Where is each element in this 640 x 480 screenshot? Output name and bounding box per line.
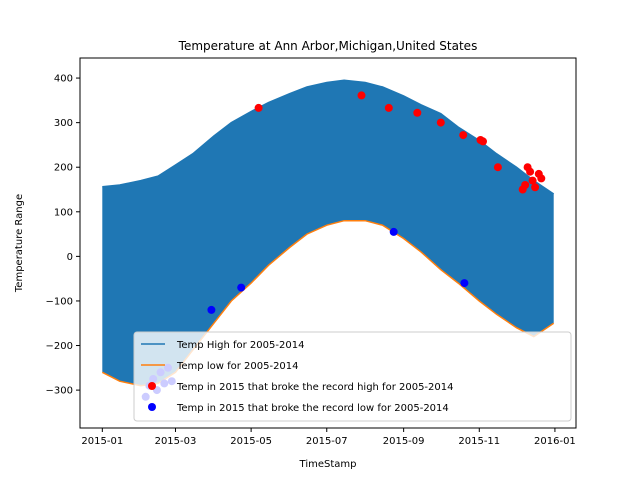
x-axis-label: TimeStamp <box>299 459 357 470</box>
legend-box <box>133 331 572 422</box>
legend-label-low: Temp low for 2005-2014 <box>176 361 299 372</box>
record-high-point <box>413 108 422 117</box>
record-high-point <box>537 174 546 183</box>
record-high-point <box>254 103 263 112</box>
y-tick-label: −100 <box>46 296 73 307</box>
legend-swatch-record-low <box>148 403 156 411</box>
y-tick-label: −300 <box>46 386 73 397</box>
x-tick-label: 2016-01 <box>534 436 576 447</box>
x-tick-label: 2015-11 <box>458 436 500 447</box>
y-tick-label: 400 <box>54 74 73 85</box>
record-high-point <box>436 118 445 127</box>
chart-title: Temperature at Ann Arbor,Michigan,United… <box>178 39 478 53</box>
x-tick-label: 2015-09 <box>383 436 425 447</box>
record-high-point <box>493 163 502 172</box>
y-tick-label: 100 <box>54 207 73 218</box>
x-tick-label: 2015-05 <box>230 436 272 447</box>
legend-label-record-low: Temp in 2015 that broke the record low f… <box>176 403 449 414</box>
record-high-point <box>357 91 366 100</box>
record-low-point <box>207 305 216 314</box>
y-tick-label: −200 <box>46 341 73 352</box>
y-axis-label: Temperature Range <box>14 194 25 293</box>
legend-label-high: Temp High for 2005-2014 <box>176 340 304 351</box>
record-high-point <box>526 167 535 176</box>
record-low-point <box>237 283 246 292</box>
y-tick-label: 200 <box>54 163 73 174</box>
record-high-point <box>459 131 468 140</box>
x-axis: 2015-01 2015-03 2015-05 2015-07 2015-09 2015-… <box>81 428 576 447</box>
x-tick-label: 2015-07 <box>306 436 348 447</box>
record-high-point <box>384 103 393 112</box>
record-high-point <box>521 181 530 189</box>
legend-label-record-high: Temp in 2015 that broke the record high … <box>176 382 454 393</box>
legend-swatch-record-high <box>148 382 156 390</box>
x-tick-label: 2015-01 <box>81 436 123 447</box>
legend: Temp High for 2005-2014 Temp low for 200… <box>133 331 572 422</box>
record-low-point <box>460 279 469 288</box>
record-low-point <box>389 227 398 236</box>
y-axis: −300 −200 −100 0 100 200 300 400 <box>46 74 80 397</box>
y-tick-label: 300 <box>54 118 73 129</box>
y-tick-label: 0 <box>67 252 73 263</box>
record-high-point <box>531 183 540 192</box>
x-tick-label: 2015-03 <box>155 436 197 447</box>
plot-frame <box>79 57 577 429</box>
record-high-point <box>479 137 487 146</box>
record-high-point <box>528 176 537 185</box>
